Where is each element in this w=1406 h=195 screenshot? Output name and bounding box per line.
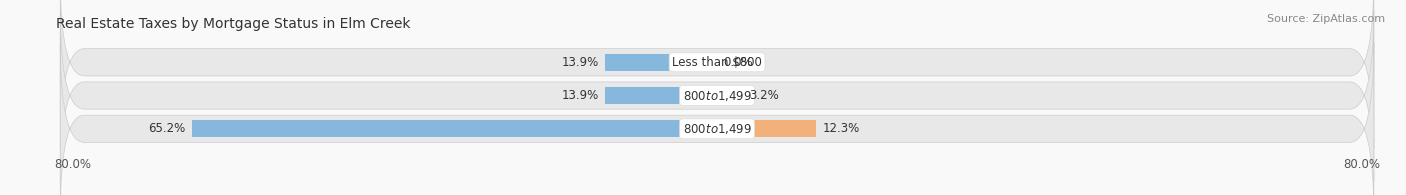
Text: 0.0%: 0.0% [724, 56, 754, 69]
Text: 13.9%: 13.9% [561, 56, 599, 69]
Bar [717, 87, 742, 104]
Text: Less than $800: Less than $800 [672, 56, 762, 69]
Text: 12.3%: 12.3% [823, 122, 860, 135]
Text: $800 to $1,499: $800 to $1,499 [682, 89, 752, 103]
Text: 13.9%: 13.9% [561, 89, 599, 102]
Legend: Without Mortgage, With Mortgage: Without Mortgage, With Mortgage [592, 194, 842, 195]
Bar [191, 120, 717, 137]
Text: $800 to $1,499: $800 to $1,499 [682, 122, 752, 136]
Text: 3.2%: 3.2% [749, 89, 779, 102]
Text: 65.2%: 65.2% [148, 122, 186, 135]
Text: Real Estate Taxes by Mortgage Status in Elm Creek: Real Estate Taxes by Mortgage Status in … [56, 17, 411, 31]
FancyBboxPatch shape [60, 9, 1374, 182]
Bar [605, 87, 717, 104]
FancyBboxPatch shape [60, 0, 1374, 148]
Bar [605, 54, 717, 71]
FancyBboxPatch shape [60, 43, 1374, 195]
Text: Source: ZipAtlas.com: Source: ZipAtlas.com [1267, 14, 1385, 24]
Bar [717, 120, 815, 137]
